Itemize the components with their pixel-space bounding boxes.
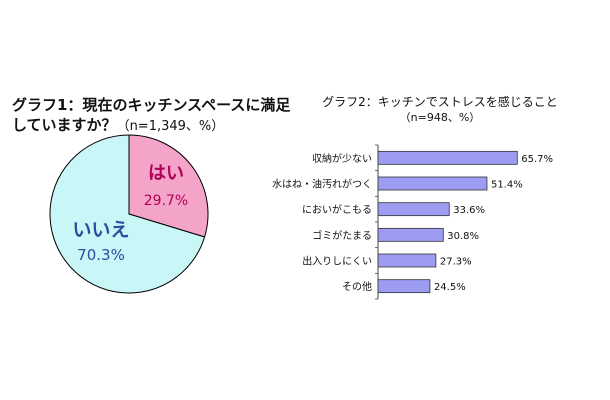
bar-value-label-6: 24.5% xyxy=(434,282,466,293)
bar-value-label-3: 33.6% xyxy=(453,205,485,216)
chart2-title-text: グラフ2：キッチンでストレスを感じること xyxy=(322,95,558,109)
bar-value-label-5: 27.3% xyxy=(440,257,472,268)
pie-slice-2 xyxy=(49,134,206,294)
bar-category-label-2: 水はね・油汚れがつく xyxy=(272,178,372,191)
bar-3 xyxy=(377,202,450,217)
bar-category-label-1: 収納が少ない xyxy=(312,152,372,165)
bar-value-label-2: 51.4% xyxy=(491,180,523,191)
pie-value-label-2: 70.3% xyxy=(77,246,125,264)
bar-5 xyxy=(377,253,437,268)
bar-category-label-6: その他 xyxy=(342,280,372,293)
chart1-title: グラフ1：現在のキッチンスペースに満足していますか？（n=1,349、%） xyxy=(12,95,302,137)
chart1-subtitle: （n=1,349、%） xyxy=(116,119,225,134)
bar-value-label-1: 65.7% xyxy=(521,154,553,165)
pie-label-1: はい xyxy=(148,163,184,184)
bar-4 xyxy=(377,227,444,242)
pie-slice-1 xyxy=(128,134,209,238)
chart2-title: グラフ2：キッチンでストレスを感じること （n=948、%） xyxy=(300,94,580,126)
bar-1 xyxy=(377,150,518,165)
bar-category-label-4: ゴミがたまる xyxy=(312,229,372,242)
pie-value-label-1: 29.7% xyxy=(144,193,188,209)
bar-category-label-5: 出入りしにくい xyxy=(302,255,372,268)
chart2-subtitle: （n=948、%） xyxy=(399,111,481,124)
bar-6 xyxy=(377,279,431,294)
bar-2 xyxy=(377,176,488,191)
pie-label-2: いいえ xyxy=(72,219,129,241)
bar-category-label-3: においがこもる xyxy=(302,203,372,216)
chart1-title-text: グラフ1：現在のキッチンスペースに満足していますか？ xyxy=(12,96,291,134)
bar-value-label-4: 30.8% xyxy=(447,231,479,242)
